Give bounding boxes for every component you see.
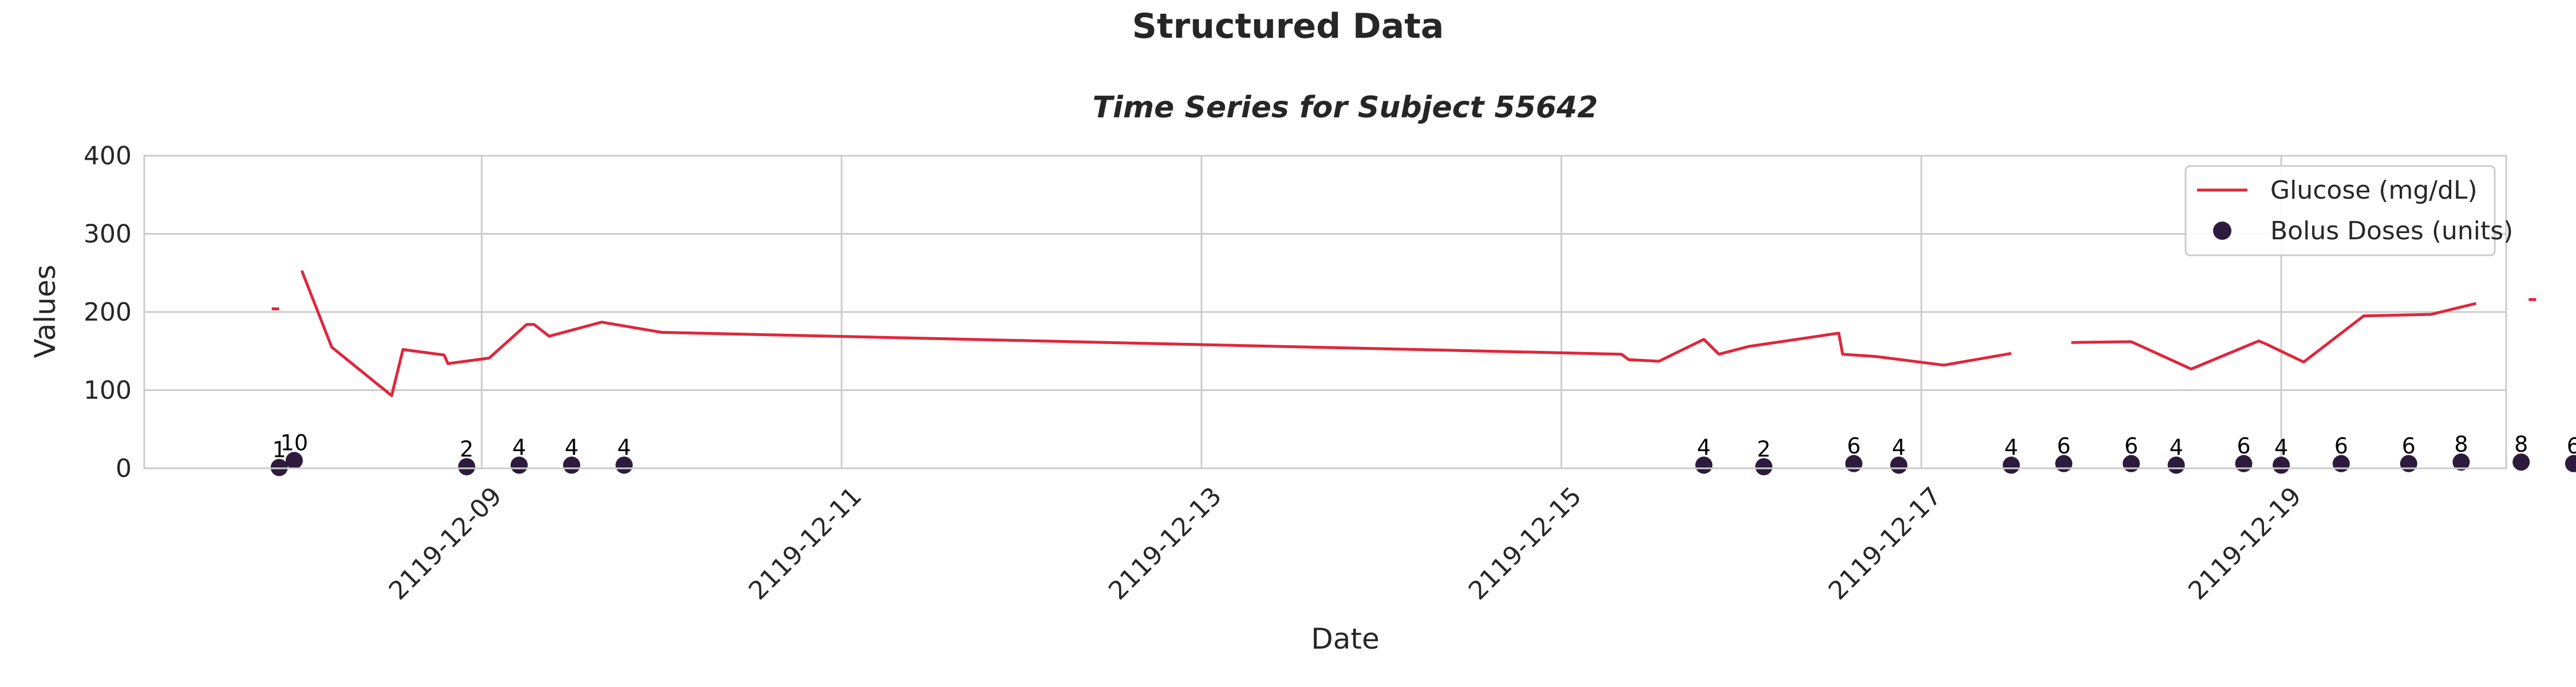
bolus-dose-label: 4 bbox=[1697, 435, 1710, 460]
bolus-dose-label: 8 bbox=[2454, 432, 2468, 457]
figure-suptitle: Structured Data bbox=[1132, 6, 1444, 46]
bolus-dose-marker bbox=[1890, 456, 1908, 474]
x-tick-label: 2119-12-13 bbox=[1103, 481, 1227, 606]
bolus-dose-marker bbox=[2512, 453, 2530, 471]
bolus-dose-marker bbox=[1755, 458, 1773, 476]
plot-frame bbox=[143, 155, 2507, 469]
x-tick-label: 2119-12-17 bbox=[1823, 481, 1947, 606]
bolus-dose-label: 6 bbox=[2567, 433, 2576, 459]
glucose-line-segment bbox=[2071, 302, 2477, 371]
y-tick-label: 100 bbox=[84, 376, 132, 405]
legend-glucose-label: Glucose (mg/dL) bbox=[2270, 176, 2478, 205]
grid-layer bbox=[144, 155, 2506, 469]
bolus-dose-marker bbox=[285, 452, 303, 469]
tick-labels: 0 100 200 300 400 2119-12-09 2119-12-11 2119-12… bbox=[84, 141, 2307, 606]
bolus-dose-label: 6 bbox=[2124, 433, 2138, 459]
x-tick-label: 2119-12-19 bbox=[2183, 481, 2307, 606]
y-tick-label: 300 bbox=[84, 220, 132, 249]
chart-title: Time Series for Subject 55642 bbox=[1093, 90, 1598, 125]
x-tick-label: 2119-12-09 bbox=[384, 481, 508, 606]
legend-bolus-label: Bolus Doses (units) bbox=[2270, 216, 2513, 246]
x-tick-label: 2119-12-11 bbox=[743, 481, 867, 606]
legend-box bbox=[2184, 165, 2496, 256]
bolus-dose-label: 4 bbox=[2274, 435, 2288, 460]
bolus-dose-marker bbox=[2273, 456, 2290, 474]
bolus-dose-marker bbox=[615, 456, 633, 474]
bolus-dose-label: 6 bbox=[1847, 433, 1860, 459]
x-tick-label: 2119-12-15 bbox=[1463, 481, 1587, 606]
y-tick-label: 400 bbox=[84, 141, 132, 171]
bolus-dose-label: 4 bbox=[2170, 435, 2183, 460]
plot-area-border bbox=[143, 155, 2507, 469]
x-axis-label: Date bbox=[1311, 622, 1380, 656]
bolus-dose-label: 4 bbox=[617, 435, 631, 460]
bolus-dose-marker bbox=[563, 456, 580, 474]
legend-bolus-swatch bbox=[2213, 222, 2231, 240]
glucose-line-segment bbox=[300, 270, 2012, 397]
bolus-dose-marker bbox=[2002, 456, 2020, 474]
bolus-dose-label: 1 bbox=[272, 437, 286, 463]
bolus-dose-label: 10 bbox=[280, 430, 308, 455]
bolus-dose-label: 8 bbox=[2514, 432, 2528, 457]
bolus-dose-label: 6 bbox=[2402, 433, 2416, 459]
y-tick-label: 200 bbox=[84, 298, 132, 327]
bolus-dose-label: 6 bbox=[2334, 433, 2348, 459]
bolus-dose-label: 4 bbox=[565, 435, 579, 460]
bolus-dose-marker bbox=[1695, 456, 1713, 474]
bolus-dose-label: 4 bbox=[512, 435, 526, 460]
y-axis-label: Values bbox=[29, 264, 62, 358]
bolus-dose-marker bbox=[2167, 456, 2185, 474]
bolus-dose-label: 2 bbox=[1757, 436, 1771, 461]
bolus-dose-label: 4 bbox=[2004, 435, 2018, 460]
bolus-dose-marker bbox=[510, 456, 528, 474]
bolus-dose-label: 6 bbox=[2057, 433, 2071, 459]
bolus-dose-label: 6 bbox=[2237, 433, 2250, 459]
series-layer: 110 2 4 4 4 4 2 6 4 4 6 6 4 6 4 6 6 8 8 6 bbox=[270, 270, 2576, 476]
bolus-dose-label: 4 bbox=[1892, 435, 1906, 460]
bolus-dose-marker bbox=[2565, 455, 2576, 472]
bolus-dose-label: 2 bbox=[460, 436, 473, 461]
bolus-dose-marker bbox=[458, 458, 476, 476]
y-tick-label: 0 bbox=[116, 454, 132, 483]
legend: Glucose (mg/dL) Bolus Doses (units) bbox=[2184, 165, 2513, 256]
bolus-dose-marker bbox=[2452, 453, 2470, 471]
